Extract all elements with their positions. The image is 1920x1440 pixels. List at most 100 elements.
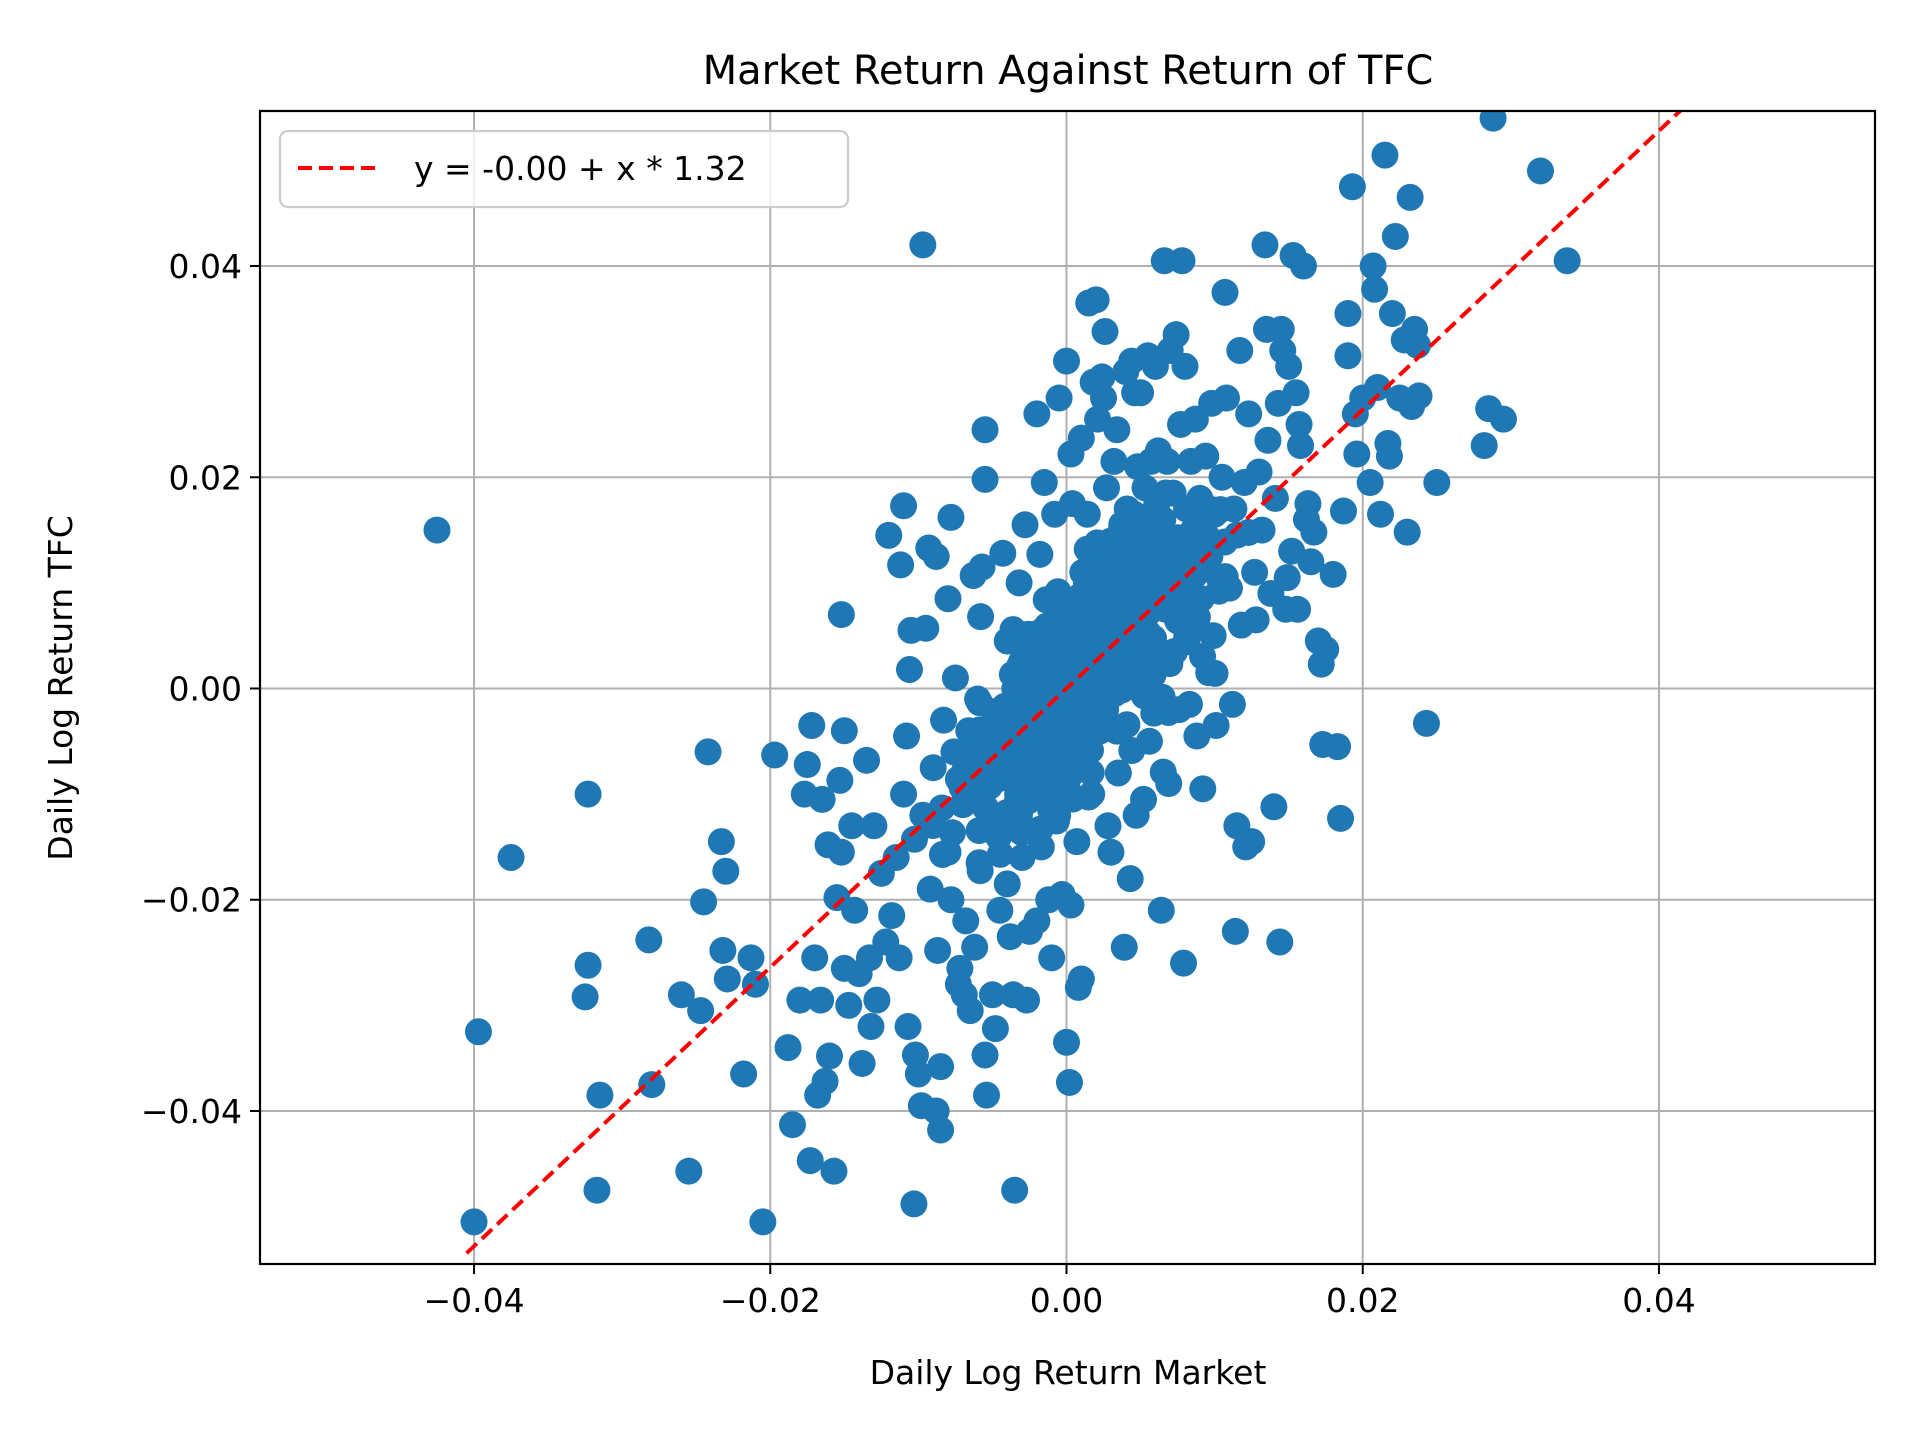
data-point — [1104, 759, 1132, 787]
data-point — [924, 936, 952, 964]
data-point — [1359, 252, 1387, 280]
data-point — [423, 516, 451, 544]
data-point — [1396, 183, 1424, 211]
data-point — [1235, 400, 1263, 428]
data-point — [687, 997, 715, 1025]
data-point — [1090, 384, 1118, 412]
data-point — [1170, 949, 1198, 977]
data-point — [1285, 410, 1313, 438]
data-point — [971, 1041, 999, 1069]
data-point — [1282, 379, 1310, 407]
data-point — [1132, 574, 1160, 602]
fit-line — [465, 111, 1683, 1255]
data-point — [1044, 801, 1072, 829]
data-point — [1088, 363, 1116, 391]
data-point — [1195, 659, 1223, 687]
data-point — [1193, 527, 1221, 555]
data-point — [904, 1060, 932, 1088]
data-point — [1242, 606, 1270, 634]
data-point — [1095, 611, 1123, 639]
data-point — [1038, 585, 1066, 613]
data-point — [922, 542, 950, 570]
data-point — [830, 717, 858, 745]
data-point — [841, 896, 869, 924]
data-point — [1130, 785, 1158, 813]
data-point — [1526, 157, 1554, 185]
data-point — [1378, 300, 1406, 328]
data-point — [1103, 416, 1131, 444]
data-point — [971, 416, 999, 444]
data-point — [774, 1034, 802, 1062]
data-point — [1470, 432, 1498, 460]
data-point — [1284, 595, 1312, 623]
data-point — [927, 1053, 955, 1081]
data-point — [1405, 382, 1433, 410]
data-point — [811, 1067, 839, 1095]
data-point — [885, 944, 913, 972]
data-point — [1133, 679, 1161, 707]
data-point — [1375, 442, 1403, 470]
data-point — [937, 886, 965, 914]
data-point — [853, 746, 881, 774]
data-point — [890, 780, 918, 808]
data-point — [707, 828, 735, 856]
data-point — [946, 954, 974, 982]
data-point — [964, 685, 992, 713]
data-point — [1107, 516, 1135, 544]
data-point — [973, 1081, 1001, 1109]
data-point — [807, 986, 835, 1014]
data-point — [1356, 469, 1384, 497]
data-point — [956, 997, 984, 1025]
data-point — [1371, 141, 1399, 169]
data-point — [730, 1060, 758, 1088]
data-point — [786, 986, 814, 1014]
data-point — [1266, 928, 1294, 956]
data-point — [1026, 540, 1054, 568]
data-point — [1261, 484, 1289, 512]
data-point — [778, 1111, 806, 1139]
data-point — [1254, 426, 1282, 454]
data-point — [1215, 574, 1243, 602]
data-point — [1294, 490, 1322, 518]
grid-lines — [260, 111, 1875, 1264]
data-point — [1208, 463, 1236, 491]
data-point — [894, 1012, 922, 1040]
data-point — [667, 981, 695, 1009]
data-point — [1060, 696, 1088, 724]
data-point — [961, 933, 989, 961]
data-point — [709, 936, 737, 964]
data-point — [1013, 986, 1041, 1014]
data-point — [848, 1049, 876, 1077]
data-point — [993, 627, 1021, 655]
data-point — [1055, 1068, 1083, 1096]
data-point — [1260, 793, 1288, 821]
data-point — [857, 1012, 885, 1040]
data-point — [1027, 833, 1055, 861]
data-point — [1192, 442, 1220, 470]
x-tick-label: −0.04 — [423, 1281, 524, 1320]
data-point — [1393, 518, 1421, 546]
data-point — [1334, 300, 1362, 328]
data-point — [952, 907, 980, 935]
data-point — [1251, 231, 1279, 259]
data-point — [1158, 569, 1186, 597]
data-point — [1211, 278, 1239, 306]
data-point — [1001, 1176, 1029, 1204]
data-point — [497, 843, 525, 871]
data-point — [1005, 569, 1033, 597]
data-point — [887, 551, 915, 579]
data-point — [1489, 405, 1517, 433]
data-point — [1171, 352, 1199, 380]
data-point — [638, 1071, 666, 1099]
data-point — [1175, 690, 1203, 718]
data-point — [1553, 247, 1581, 275]
data-point — [937, 503, 965, 531]
data-point — [1168, 247, 1196, 275]
data-point — [1113, 495, 1141, 523]
data-point — [1100, 447, 1128, 475]
regression-line — [465, 111, 1683, 1255]
data-point — [1275, 352, 1303, 380]
data-point — [909, 231, 937, 259]
data-point — [694, 738, 722, 766]
